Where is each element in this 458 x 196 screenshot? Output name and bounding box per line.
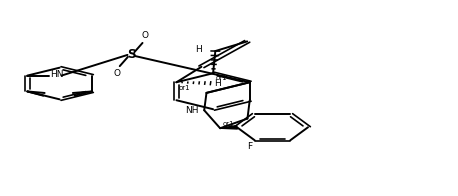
Text: O: O bbox=[114, 69, 121, 78]
Text: HN: HN bbox=[50, 70, 64, 79]
Text: or1: or1 bbox=[179, 85, 191, 91]
Text: H: H bbox=[214, 79, 221, 88]
Text: F: F bbox=[247, 142, 252, 151]
Text: NH: NH bbox=[185, 106, 199, 115]
Text: S: S bbox=[127, 48, 136, 61]
Text: or1: or1 bbox=[223, 121, 234, 127]
Text: or1: or1 bbox=[215, 75, 227, 81]
Text: O: O bbox=[141, 31, 148, 40]
Text: H: H bbox=[195, 45, 202, 54]
Polygon shape bbox=[220, 126, 238, 129]
